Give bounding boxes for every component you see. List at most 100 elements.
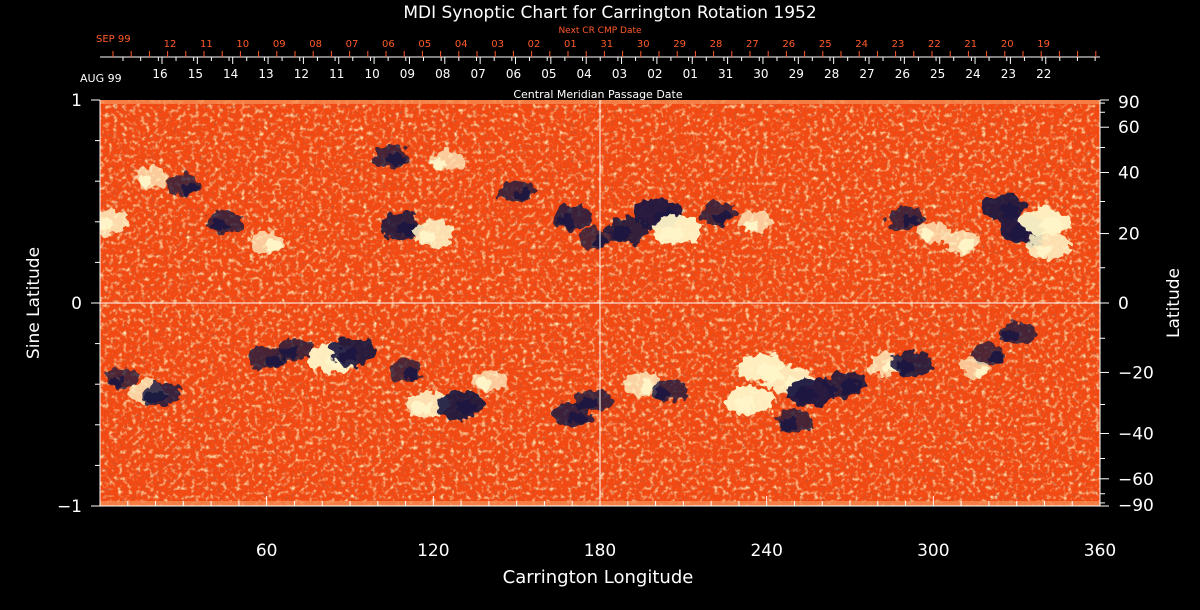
cmp-date-label: 07 (471, 67, 486, 81)
x-tick-label: 120 (417, 541, 449, 561)
active-region-core (514, 188, 531, 201)
active-region-core (336, 347, 357, 362)
active-region-core (1034, 242, 1054, 256)
next-cmp-date-label: 27 (746, 39, 759, 50)
next-cmp-date-label: 08 (309, 39, 322, 50)
x-tick-label: 60 (256, 541, 278, 561)
active-region-core (181, 183, 197, 194)
axis-ticks (91, 51, 1109, 507)
cmp-date-label: 25 (930, 67, 945, 81)
active-region-core (264, 355, 281, 367)
active-region-core (403, 367, 420, 379)
cmp-date-label: 28 (824, 67, 839, 81)
y-right-tick-label: 60 (1118, 118, 1140, 138)
next-cmp-start-label: SEP 99 (96, 34, 131, 45)
active-region-core (998, 203, 1019, 218)
next-cmp-date-label: 10 (236, 39, 249, 50)
x-axis-label: Carrington Longitude (503, 567, 694, 588)
next-cmp-date-label: 23 (892, 39, 905, 50)
active-region-core (280, 346, 297, 359)
active-region-core (417, 230, 437, 244)
active-region-core (108, 375, 124, 387)
active-region-core (210, 219, 228, 231)
active-region-core (958, 239, 976, 251)
active-region-core (475, 377, 491, 389)
active-region-core (655, 387, 672, 399)
active-region-core (1039, 217, 1062, 233)
y-left-tick-label: 0 (71, 294, 82, 314)
active-region-core (580, 397, 597, 410)
y-axis-left-label: Sine Latitude (24, 247, 44, 359)
cmp-date-label: 02 (647, 67, 662, 81)
y-left-tick-label: −1 (57, 497, 82, 517)
y-right-tick-label: −60 (1118, 470, 1154, 490)
active-region-core (895, 360, 915, 374)
cmp-date-label: 08 (435, 67, 450, 81)
next-cmp-date-label: 05 (418, 39, 431, 50)
y-right-tick-label: 40 (1118, 164, 1140, 184)
active-region-core (136, 174, 152, 186)
cmp-date-label: 05 (541, 67, 556, 81)
active-region-core (100, 218, 112, 231)
next-cmp-date-label: 03 (491, 39, 504, 50)
active-region-core (456, 400, 478, 415)
axis-labels: 60 120 180 240 300 360−101 906040200−20−40−60−… (57, 39, 1154, 561)
cmp-date-label: 23 (1001, 67, 1016, 81)
cmp-start-label: AUG 99 (80, 72, 122, 85)
active-region-core (433, 158, 449, 170)
cmp-date-label: 26 (895, 67, 910, 81)
active-region-core (569, 411, 588, 424)
active-region-core (733, 395, 755, 411)
active-region-core (714, 210, 731, 223)
next-cmp-date-label: 01 (564, 39, 577, 50)
cmp-date-label: 30 (753, 67, 768, 81)
next-cmp-date-label: 09 (273, 39, 286, 50)
x-tick-label: 240 (750, 541, 782, 561)
active-region-core (780, 418, 797, 430)
active-region-core (557, 214, 576, 227)
active-region-core (660, 225, 683, 241)
active-region-core (412, 400, 432, 415)
y-right-tick-label: 90 (1118, 93, 1140, 113)
next-cmp-date-label: 21 (964, 39, 977, 50)
active-region-core (396, 222, 416, 236)
active-region-core (794, 387, 816, 403)
next-cmp-date-label: 24 (855, 39, 868, 50)
next-cmp-date-label: 25 (819, 39, 832, 50)
next-cmp-date-label: 26 (782, 39, 795, 50)
cmp-date-label: 10 (364, 67, 379, 81)
y-right-tick-label: −40 (1118, 424, 1154, 444)
active-region-core (612, 226, 632, 240)
cmp-date-label: 12 (294, 67, 309, 81)
next-cmp-date-label: 31 (600, 39, 613, 50)
cmp-date-label: 15 (188, 67, 203, 81)
next-cmp-date-label: 30 (637, 39, 650, 50)
cmp-date-label: 13 (258, 67, 273, 81)
active-region-core (741, 219, 758, 231)
x-tick-label: 300 (917, 541, 949, 561)
active-region-core (389, 154, 406, 166)
active-region-core (146, 391, 165, 404)
cmp-date-label: 24 (965, 67, 980, 81)
next-cmp-date-label: 11 (200, 39, 213, 50)
cmp-date-label: 04 (577, 67, 592, 81)
next-cmp-date-label: 07 (346, 39, 359, 50)
y-right-tick-label: −90 (1118, 496, 1154, 516)
next-cmp-date-label: 04 (455, 39, 468, 50)
next-cmp-axis-label: Next CR CMP Date (558, 26, 642, 36)
next-cmp-date-label: 22 (928, 39, 941, 50)
y-axis-right-label: Latitude (1164, 268, 1184, 338)
y-right-tick-label: 0 (1118, 294, 1129, 314)
chart-title: MDI Synoptic Chart for Carrington Rotati… (403, 3, 816, 23)
cmp-date-label: 09 (400, 67, 415, 81)
cmp-date-label: 29 (789, 67, 804, 81)
active-region-core (265, 239, 281, 251)
active-regions (100, 145, 1072, 433)
next-cmp-date-label: 28 (710, 39, 723, 50)
y-left-tick-label: 1 (71, 91, 82, 111)
active-region-core (973, 366, 989, 376)
cmp-date-label: 06 (506, 67, 521, 81)
next-cmp-date-label: 12 (164, 39, 177, 50)
y-right-tick-label: 20 (1118, 225, 1140, 245)
